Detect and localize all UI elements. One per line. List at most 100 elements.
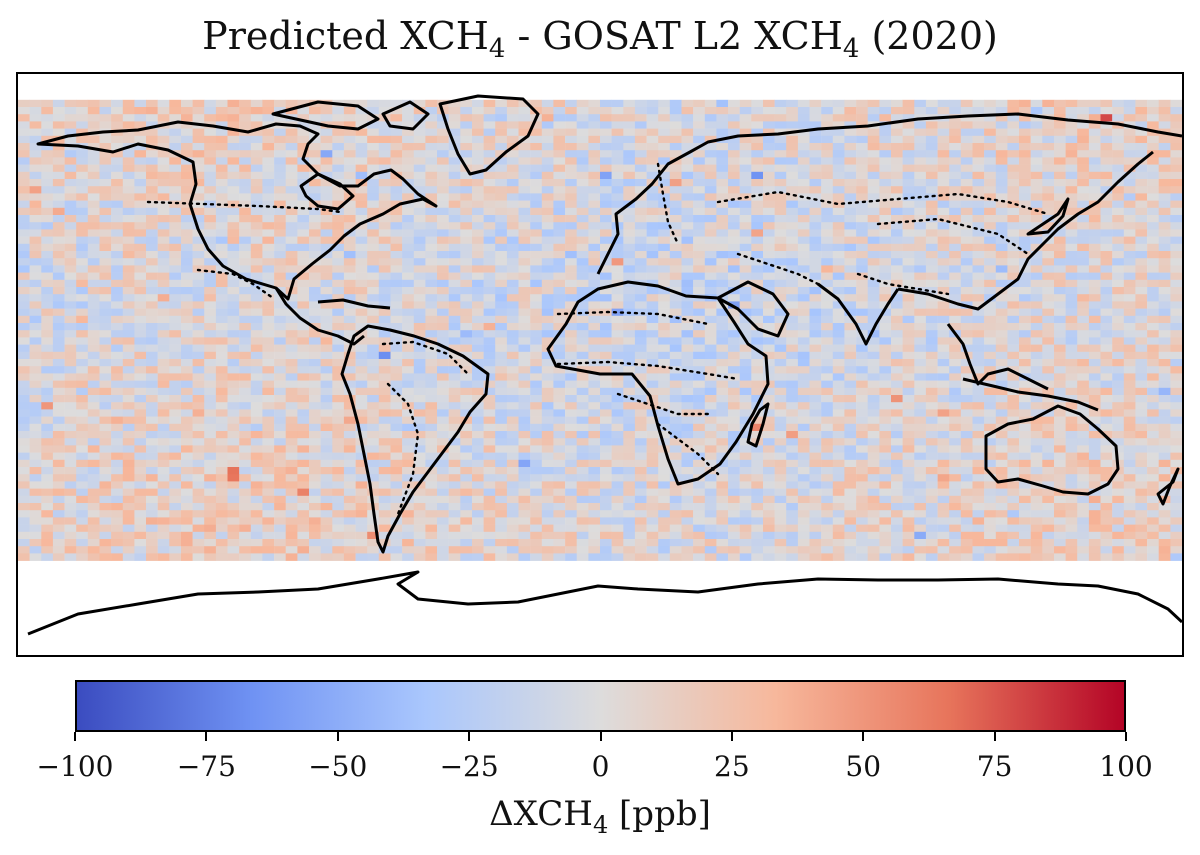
- grid-cell: [530, 416, 543, 425]
- grid-cell: [157, 207, 170, 216]
- grid-cell: [390, 157, 403, 165]
- grid-cell: [483, 128, 496, 137]
- grid-cell: [472, 294, 484, 302]
- grid-cell: [1019, 171, 1031, 180]
- grid-cell: [867, 359, 880, 367]
- grid-cell: [506, 409, 519, 417]
- grid-cell: [239, 114, 252, 122]
- grid-cell: [716, 157, 729, 165]
- grid-cell: [169, 423, 182, 432]
- grid-cell: [52, 279, 65, 288]
- grid-cell: [1170, 344, 1182, 353]
- grid-cell: [41, 99, 54, 108]
- grid-cell: [530, 229, 543, 237]
- grid-cell: [518, 452, 531, 461]
- grid-cell: [274, 294, 286, 302]
- grid-cell: [1065, 366, 1078, 374]
- grid-cell: [227, 179, 240, 187]
- grid-cell: [867, 272, 880, 281]
- grid-cell: [600, 107, 612, 115]
- grid-cell: [530, 200, 543, 209]
- grid-cell: [87, 452, 100, 461]
- grid-cell: [1042, 294, 1055, 302]
- grid-cell: [192, 359, 205, 367]
- grid-cell: [739, 438, 752, 446]
- grid-cell: [774, 323, 787, 331]
- grid-cell: [576, 445, 589, 453]
- grid-cell: [239, 229, 252, 237]
- grid-cell: [355, 395, 368, 403]
- grid-cell: [18, 265, 30, 273]
- grid-cell: [320, 344, 333, 353]
- grid-cell: [844, 402, 857, 410]
- grid-cell: [1158, 395, 1171, 403]
- grid-cell: [937, 366, 950, 374]
- grid-cell: [1054, 380, 1066, 389]
- grid-cell: [728, 243, 740, 252]
- grid-cell: [937, 416, 950, 425]
- grid-cell: [611, 193, 624, 201]
- grid-cell: [285, 445, 298, 453]
- grid-cell: [1042, 452, 1055, 461]
- grid-cell: [984, 258, 996, 266]
- grid-cell: [52, 128, 65, 137]
- grid-cell: [832, 236, 845, 245]
- grid-cell: [390, 99, 403, 108]
- grid-cell: [262, 423, 275, 432]
- grid-cell: [239, 179, 252, 187]
- grid-cell: [99, 359, 112, 367]
- grid-cell: [29, 229, 42, 237]
- grid-cell: [704, 171, 717, 180]
- grid-cell: [227, 445, 240, 453]
- grid-cell: [728, 294, 740, 302]
- grid-cell: [448, 164, 461, 173]
- grid-cell: [460, 243, 473, 252]
- grid-cell: [704, 251, 717, 259]
- grid-cell: [867, 387, 880, 396]
- grid-cell: [181, 258, 193, 266]
- grid-cell: [204, 387, 217, 396]
- grid-cell: [215, 265, 228, 273]
- grid-cell: [553, 431, 566, 439]
- grid-cell: [250, 344, 263, 353]
- grid-cell: [1065, 99, 1078, 108]
- grid-cell: [285, 200, 298, 209]
- grid-cell: [41, 387, 54, 396]
- grid-cell: [1030, 251, 1043, 259]
- grid-cell: [925, 315, 938, 324]
- grid-cell: [576, 222, 589, 230]
- grid-cell: [402, 229, 414, 237]
- grid-cell: [984, 164, 996, 173]
- grid-cell: [227, 207, 240, 216]
- grid-cell: [239, 121, 252, 129]
- grid-cell: [157, 279, 170, 288]
- grid-cell: [1100, 416, 1113, 425]
- grid-cell: [553, 186, 566, 194]
- grid-cell: [1054, 200, 1066, 209]
- grid-cell: [739, 215, 752, 223]
- grid-cell: [867, 279, 880, 288]
- grid-cell: [1030, 121, 1043, 129]
- grid-cell: [949, 279, 962, 288]
- grid-cell: [204, 279, 217, 288]
- grid-cell: [99, 315, 112, 324]
- grid-cell: [984, 337, 996, 345]
- grid-cell: [1147, 215, 1159, 223]
- grid-cell: [320, 294, 333, 302]
- grid-cell: [739, 258, 752, 266]
- grid-cell: [1077, 251, 1090, 259]
- grid-cell: [320, 200, 333, 209]
- grid-cell: [681, 287, 694, 295]
- grid-cell: [553, 207, 566, 216]
- grid-cell: [239, 315, 252, 324]
- grid-cell: [960, 294, 973, 302]
- grid-cell: [483, 229, 496, 237]
- grid-cell: [506, 330, 519, 338]
- grid-cell: [76, 409, 89, 417]
- grid-cell: [751, 380, 764, 389]
- grid-cell: [215, 387, 228, 396]
- grid-cell: [122, 387, 135, 396]
- grid-cell: [309, 337, 321, 345]
- grid-cell: [1147, 409, 1159, 417]
- grid-cell: [215, 445, 228, 453]
